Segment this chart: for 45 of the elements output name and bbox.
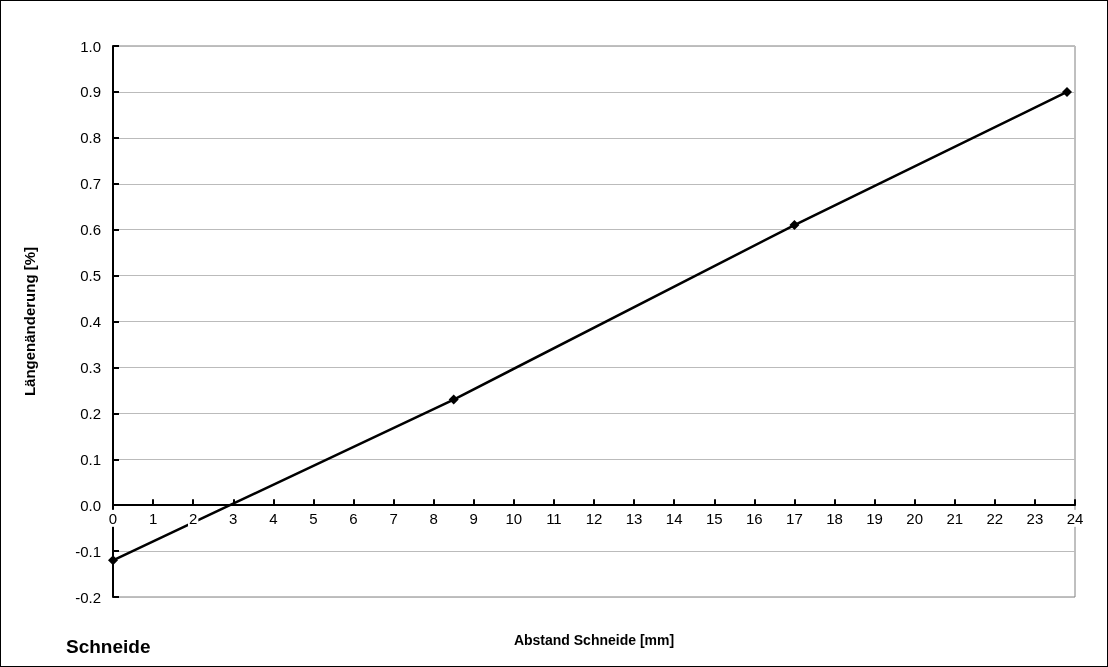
x-tick-label: 24 — [1066, 509, 1084, 527]
x-tick-label: 1 — [148, 509, 158, 527]
y-tick-label: 0.2 — [80, 404, 101, 422]
y-tick-label: 0.3 — [80, 358, 101, 376]
text: Schneide — [66, 636, 151, 658]
x-tick-label: 17 — [786, 509, 803, 527]
x-tick-label: 7 — [389, 509, 398, 527]
y-axis-title: Längenänderung [%] — [21, 246, 38, 397]
point — [1061, 86, 1072, 97]
x-tick-label: 14 — [665, 509, 683, 527]
point — [108, 555, 118, 566]
x-tick-label: 22 — [986, 509, 1004, 527]
x-tick-label: 10 — [505, 509, 523, 527]
y-tick-label: -0.2 — [75, 588, 101, 606]
x-tick-label: 18 — [826, 509, 843, 527]
y-tick-label: 0.8 — [80, 129, 101, 147]
x-tick-label: 6 — [349, 509, 358, 527]
y-tick-label: 0.9 — [80, 83, 101, 101]
x-tick-label: 5 — [309, 509, 318, 527]
y-tick-label: 0.5 — [80, 267, 101, 285]
y-tick-label: 0.7 — [80, 175, 101, 193]
x-tick-label: 2 — [188, 509, 198, 527]
x-tick-label: 12 — [585, 509, 603, 527]
x-tick-label: 4 — [269, 509, 278, 527]
x-tick-label: 8 — [429, 509, 438, 527]
x-tick-label: 9 — [469, 509, 478, 527]
x-tick-label: 3 — [229, 509, 238, 527]
point — [789, 220, 800, 231]
y-tick-label: 1.0 — [80, 37, 101, 55]
x-tick-label: 20 — [906, 509, 924, 527]
x-tick-label: 23 — [1026, 509, 1044, 527]
x-tick-label: 21 — [946, 509, 964, 527]
x-tick-label: 11 — [546, 509, 562, 527]
x-axis-title: Abstand Schneide [mm] — [513, 632, 675, 648]
y-tick-label: 0.0 — [80, 496, 101, 514]
x-tick-label: 0 — [108, 509, 118, 527]
x-tick-label: 16 — [745, 509, 763, 527]
point — [448, 394, 459, 405]
y-tick-label: 0.4 — [80, 313, 101, 330]
y-tick-label: 0.1 — [80, 450, 101, 468]
x-tick-label: 13 — [625, 509, 643, 527]
y-tick-label: -0.1 — [75, 542, 101, 560]
x-tick-label: 19 — [866, 509, 883, 527]
y-tick-label: 0.6 — [80, 221, 101, 239]
x-tick-label: 15 — [705, 509, 723, 527]
